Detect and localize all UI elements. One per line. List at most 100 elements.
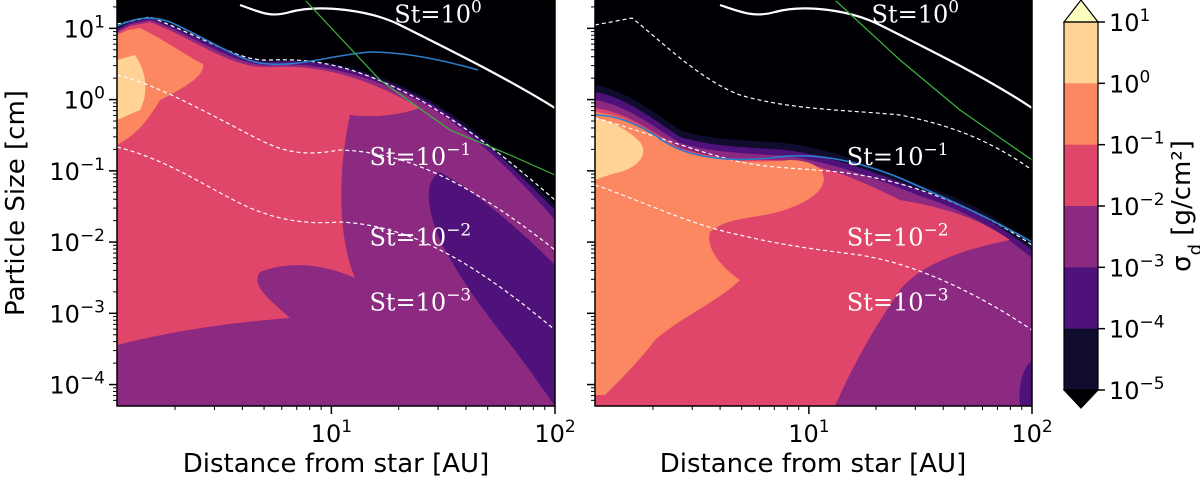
left-y-tick-label: 100 — [64, 84, 105, 115]
colorbar-tick-label-base: 10 — [1109, 254, 1140, 282]
left-stokes-label: St=10−1 — [369, 140, 471, 171]
right-stokes-label: St=10−3 — [847, 285, 949, 316]
left-region-1e0 — [117, 55, 146, 120]
colorbar-tick-label-exponent: −5 — [1140, 374, 1165, 394]
left-y-tick-label: 10−4 — [49, 369, 105, 400]
left-y-axis-title: Particle Size [cm] — [1, 90, 31, 316]
left-x-tick-label: 101 — [311, 417, 352, 448]
right-x-tick-label: 101 — [788, 417, 829, 448]
colorbar-tick-label: 10−1 — [1109, 129, 1165, 160]
left-stokes-label-exponent: 0 — [471, 0, 482, 18]
colorbar-band — [1064, 22, 1098, 84]
right-x-tick-label-exponent: 1 — [819, 417, 830, 437]
right-stokes-label: St=100 — [872, 0, 960, 29]
left-x-tick-label: 102 — [534, 417, 575, 448]
right-region-1e-1 — [595, 112, 824, 395]
colorbar-tick-label: 100 — [1109, 67, 1150, 98]
left-stokes-line-1e0 — [239, 3, 555, 109]
left-y-tick-label: 10−2 — [49, 226, 105, 257]
colorbar-label: σd [g/cm²] — [1167, 140, 1200, 272]
right-stokes-label-exponent: 0 — [948, 0, 959, 18]
left-x-tick-label-exponent: 1 — [341, 417, 352, 437]
left-stokes-label: St=10−3 — [369, 285, 471, 316]
colorbar-tick-label: 10−5 — [1109, 374, 1165, 405]
colorbar-extend-bottom — [1062, 389, 1100, 409]
colorbar-tick-label-base: 10 — [1109, 132, 1140, 160]
left-y-tick-label-exponent: −3 — [80, 297, 105, 317]
left-y-tick-label-base: 10 — [64, 87, 95, 115]
left-green-line — [304, 0, 555, 176]
right-x-tick-label-base: 10 — [1011, 420, 1042, 448]
right-axes-frame — [594, 0, 1033, 407]
colorbar-tick-label: 10−3 — [1109, 251, 1165, 282]
colorbar-bands — [1064, 22, 1098, 391]
right-x-tick-label-base: 10 — [788, 420, 819, 448]
right-x-axis-title: Distance from star [AU] — [660, 449, 966, 479]
left-stokes-line-1e-2 — [117, 74, 555, 251]
left-stokes-label-base: St=10 — [369, 143, 446, 171]
colorbar-tick-label-exponent: −1 — [1140, 129, 1165, 149]
left-y-tick-label-exponent: 0 — [94, 84, 105, 104]
colorbar-tick-label-exponent: −2 — [1140, 190, 1165, 210]
left-y-tick-label: 10−3 — [49, 297, 105, 328]
left-y-tick-label-base: 10 — [49, 372, 80, 400]
left-stokes-label-exponent: −2 — [446, 220, 471, 240]
colorbar-label-symbol: σ — [1167, 255, 1197, 271]
right-stokes-label: St=10−2 — [847, 220, 949, 251]
left-y-tick-label-base: 10 — [49, 300, 80, 328]
right-x-tick-label: 102 — [1011, 417, 1052, 448]
left-x-tick-label-base: 10 — [534, 420, 565, 448]
right-stokes-label-exponent: −2 — [924, 220, 949, 240]
left-region-1e-1 — [117, 28, 204, 145]
right-x-ticks: 101 102 — [652, 406, 1053, 448]
right-stokes-label-base: St=10 — [847, 143, 924, 171]
colorbar-tick-label-exponent: 1 — [1140, 6, 1151, 26]
left-region-1e-2 — [117, 22, 420, 345]
right-x-tick-label-exponent: 2 — [1042, 417, 1053, 437]
colorbar-tick-label-base: 10 — [1109, 377, 1140, 405]
right-stokes-label-base: St=10 — [847, 223, 924, 251]
left-y-tick-label-exponent: −4 — [80, 369, 105, 389]
colorbar-tick-label-base: 10 — [1109, 316, 1140, 344]
colorbar-tick-label: 10−4 — [1109, 313, 1165, 344]
colorbar-tick-label: 10−2 — [1109, 190, 1165, 221]
right-region-1e0 — [595, 118, 644, 180]
left-y-tick-label-exponent: −2 — [80, 226, 105, 246]
colorbar-band — [1064, 144, 1098, 207]
left-y-tick-label: 10−1 — [49, 155, 105, 186]
right-stokes-label-exponent: −3 — [924, 285, 949, 305]
left-x-ticks: 101 102 — [174, 406, 576, 448]
right-stokes-label-base: St=10 — [872, 1, 949, 29]
left-x-axis-title: Distance from star [AU] — [183, 449, 489, 479]
right-stokes-label-exponent: −1 — [924, 140, 949, 160]
left-stokes-label-base: St=10 — [394, 1, 471, 29]
right-stokes-label: St=10−1 — [847, 140, 949, 171]
colorbar-tick-label-exponent: −3 — [1140, 251, 1165, 271]
colorbar-band — [1064, 267, 1098, 330]
left-plot-area — [117, 0, 555, 406]
colorbar-band — [1064, 83, 1098, 146]
left-y-tick-label-base: 10 — [49, 158, 80, 186]
left-y-tick-label-exponent: −1 — [80, 155, 105, 175]
left-stokes-label-base: St=10 — [369, 288, 446, 316]
right-stokes-line-1e-3 — [595, 184, 1032, 331]
left-y-tick-label-base: 10 — [64, 15, 95, 43]
right-stokes-line-1e0 — [719, 3, 1032, 109]
colorbar-tick-label-base: 10 — [1109, 193, 1140, 221]
left-stokes-label-exponent: −3 — [446, 285, 471, 305]
right-stokes-label-base: St=10 — [847, 288, 924, 316]
colorbar-tick-label-exponent: 0 — [1140, 67, 1151, 87]
colorbar-tick-label: 101 — [1109, 6, 1150, 37]
colorbar-band — [1064, 206, 1098, 268]
right-stokes-line-1e-1 — [595, 17, 1032, 171]
left-y-tick-label-base: 10 — [49, 229, 80, 257]
left-stokes-label-base: St=10 — [369, 223, 446, 251]
right-blue-line — [595, 114, 1032, 243]
right-plot-area — [595, 0, 1032, 406]
